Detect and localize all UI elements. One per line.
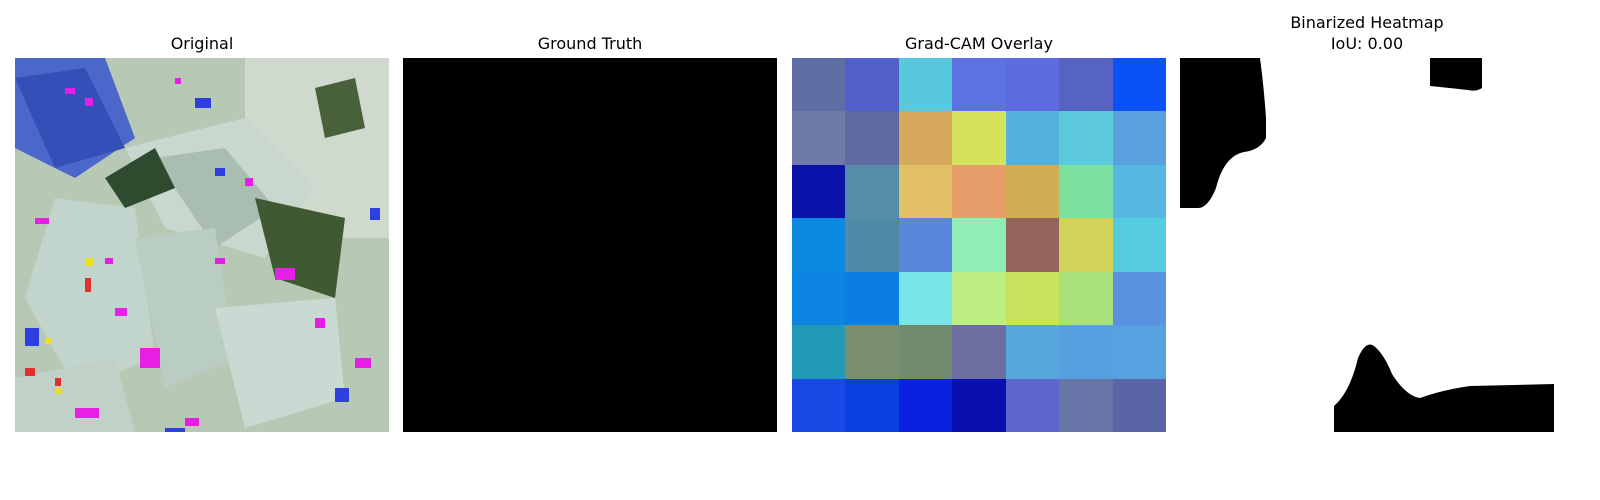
gradcam-overlay-heatmap: [792, 58, 1166, 432]
panel-title-ground-truth: Ground Truth: [537, 34, 643, 53]
gradcam-cell: [952, 111, 1006, 165]
gradcam-cell: [1112, 111, 1166, 165]
panel-title-original: Original: [170, 34, 234, 53]
gradcam-cell: [898, 111, 953, 165]
gradcam-cell: [845, 218, 899, 272]
gradcam-cell: [1059, 218, 1113, 272]
gradcam-cell: [1005, 58, 1060, 112]
gradcam-cell: [952, 271, 1006, 326]
gradcam-cell: [792, 111, 846, 165]
panel-title-binarized-heatmap: Binarized Heatmap: [1290, 13, 1444, 32]
gradcam-cell: [1059, 378, 1113, 432]
binarized-heatmap-mask: [1180, 58, 1554, 432]
gradcam-cell: [1005, 325, 1060, 379]
gradcam-cell: [845, 164, 899, 219]
gradcam-cell: [1112, 378, 1166, 432]
gradcam-cell: [898, 271, 953, 326]
gradcam-cell: [1005, 164, 1060, 219]
gradcam-cell: [792, 164, 846, 219]
gradcam-cell: [792, 58, 846, 112]
gradcam-cell: [1059, 325, 1113, 379]
gradcam-cell: [845, 58, 899, 112]
gradcam-cell: [1112, 58, 1166, 112]
iou-score-label: IoU: 0.00: [1330, 34, 1404, 53]
gradcam-cell: [898, 164, 953, 219]
gradcam-cell: [1059, 271, 1113, 326]
panel-title-gradcam-overlay: Grad-CAM Overlay: [905, 34, 1053, 53]
gradcam-cell: [898, 378, 953, 432]
gradcam-cell: [952, 218, 1006, 272]
gradcam-cell: [845, 378, 899, 432]
ground-truth-mask: [403, 58, 777, 432]
gradcam-cell: [845, 325, 899, 379]
gradcam-cell: [792, 325, 846, 379]
gradcam-cell: [1005, 218, 1060, 272]
gradcam-cell: [1112, 271, 1166, 326]
gradcam-cell: [1112, 164, 1166, 219]
gradcam-cell: [898, 218, 953, 272]
gradcam-cell: [1112, 218, 1166, 272]
gradcam-cell: [952, 378, 1006, 432]
gradcam-cell: [845, 111, 899, 165]
original-image: [15, 58, 389, 432]
gradcam-cell: [898, 325, 953, 379]
gradcam-cell: [845, 271, 899, 326]
gradcam-cell: [1059, 58, 1113, 112]
gradcam-cell: [1005, 271, 1060, 326]
gradcam-cell: [1005, 111, 1060, 165]
gradcam-cell: [792, 378, 846, 432]
gradcam-cell: [952, 164, 1006, 219]
gradcam-cell: [952, 325, 1006, 379]
gradcam-cell: [1059, 111, 1113, 165]
gradcam-cell: [1005, 378, 1060, 432]
gradcam-cell: [952, 58, 1006, 112]
gradcam-cell: [792, 271, 846, 326]
gradcam-cell: [792, 218, 846, 272]
gradcam-cell: [898, 58, 953, 112]
gradcam-cell: [1059, 164, 1113, 219]
gradcam-cell: [1112, 325, 1166, 379]
